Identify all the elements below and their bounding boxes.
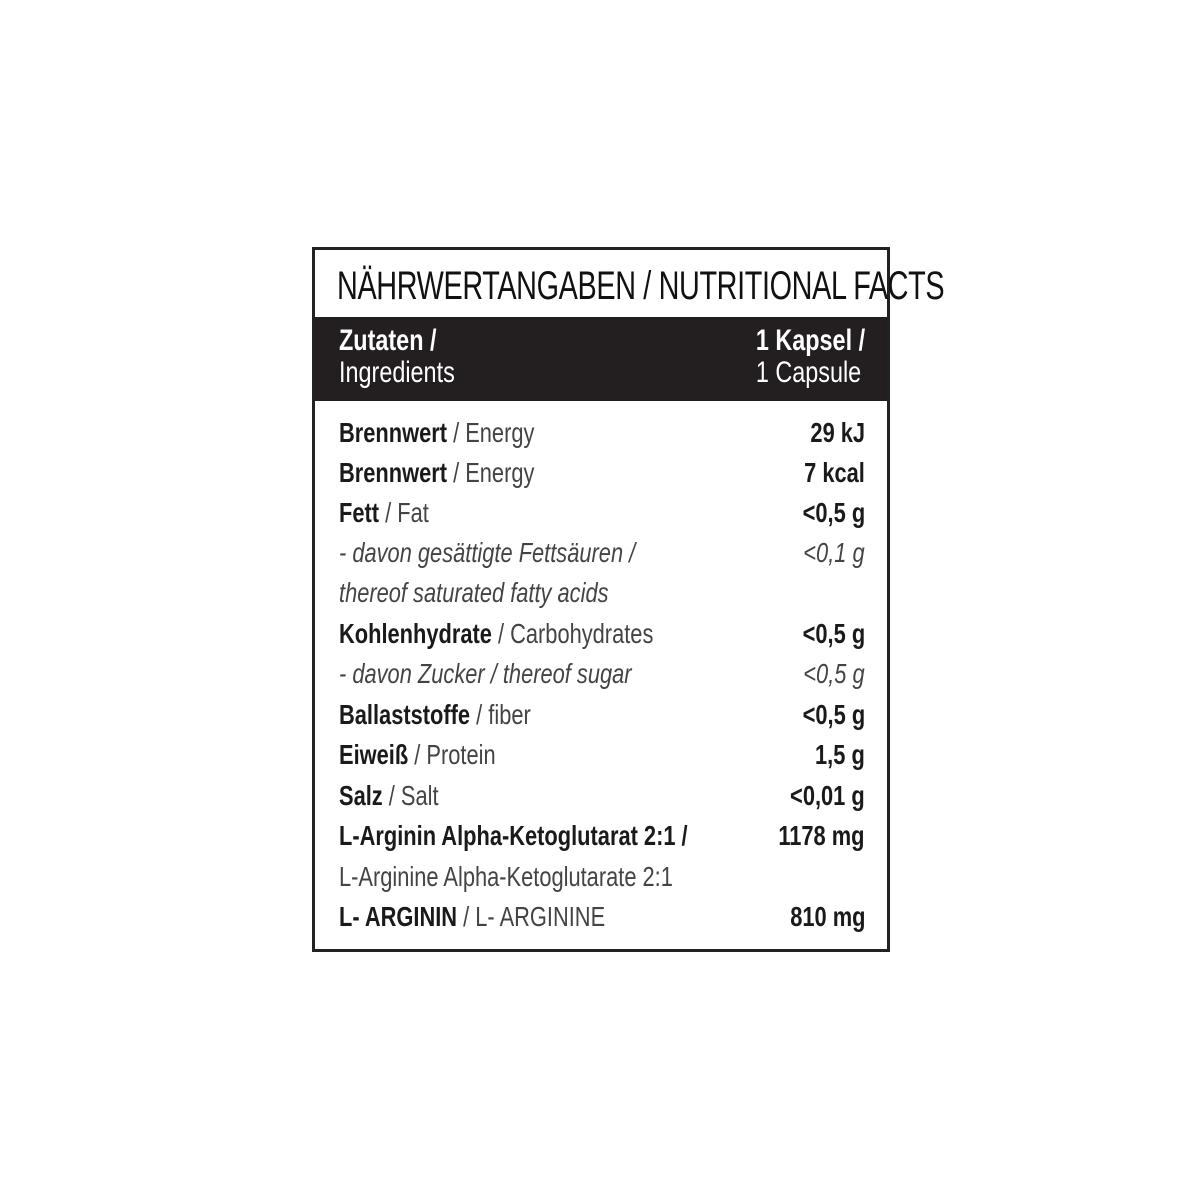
table-title: NÄHRWERTANGABEN / NUTRITIONAL FACTS (337, 264, 945, 308)
table-row: Brennwert / Energy 7 kcal (315, 453, 887, 493)
row-label-de: Salz (339, 780, 383, 811)
row-value: <0,1 g (803, 537, 865, 568)
row-value: <0,5 g (802, 699, 865, 730)
row-value: <0,01 g (790, 780, 865, 811)
row-label: L-Arginine Alpha-Ketoglutarate 2:1 (339, 857, 673, 897)
header-ingredients-de: Zutaten / (339, 324, 437, 357)
row-label: Eiweiß / Protein (339, 735, 496, 775)
row-label-de: L-Arginin Alpha-Ketoglutarat 2:1 / (339, 820, 688, 851)
table-row: L-Arginin Alpha-Ketoglutarat 2:1 / 1178 m… (315, 816, 887, 856)
row-label-en: / Protein (408, 739, 496, 770)
row-label-en: thereof saturated fatty acids (339, 577, 609, 608)
row-label: Kohlenhydrate / Carbohydrates (339, 614, 653, 654)
row-label-en: / fiber (470, 699, 531, 730)
row-label: - davon Zucker / thereof sugar (339, 654, 632, 694)
header-serving: 1 Kapsel / 1 Capsule (756, 325, 865, 389)
table-row: Fett / Fat <0,5 g (315, 493, 887, 533)
row-label-en: / Energy (447, 417, 535, 448)
row-label-de: Brennwert (339, 417, 448, 448)
table-row: - davon Zucker / thereof sugar <0,5 g (315, 654, 887, 694)
row-label-en: - davon gesättigte Fettsäuren / (339, 537, 636, 568)
table-row: Brennwert / Energy 29 kJ (315, 413, 887, 453)
table-row: Salz / Salt <0,01 g (315, 776, 887, 816)
table-row: L- ARGININ / L- ARGININE 810 mg (315, 897, 887, 937)
row-value: 29 kJ (810, 417, 865, 448)
row-label-en: / Energy (447, 457, 535, 488)
table-row: thereof saturated fatty acids (315, 573, 887, 613)
row-value: <0,5 g (803, 658, 865, 689)
row-label: - davon gesättigte Fettsäuren / (339, 533, 635, 573)
row-label: thereof saturated fatty acids (339, 573, 609, 613)
nutrition-facts-table: NÄHRWERTANGABEN / NUTRITIONAL FACTS Zuta… (312, 247, 945, 952)
table-header: Zutaten / Ingredients 1 Kapsel / 1 Capsu… (315, 317, 887, 401)
table-row: Kohlenhydrate / Carbohydrates <0,5 g (315, 614, 887, 654)
row-label-en: / L- ARGININE (457, 901, 606, 932)
row-label-en: - davon Zucker / thereof sugar (339, 658, 632, 689)
row-value: 1178 mg (778, 820, 865, 851)
row-label: Brennwert / Energy (339, 413, 534, 453)
row-label-de: Fett (339, 497, 380, 528)
header-serving-en: 1 Capsule (755, 356, 862, 389)
row-label-en: / Fat (379, 497, 429, 528)
header-ingredients-en: Ingredients (339, 356, 455, 389)
row-value: 1,5 g (815, 739, 865, 770)
row-value: <0,5 g (802, 497, 865, 528)
row-label-de: Brennwert (339, 457, 448, 488)
row-label-en: / Carbohydrates (491, 618, 654, 649)
header-serving-de: 1 Kapsel / (755, 324, 865, 357)
table-row: L-Arginine Alpha-Ketoglutarate 2:1 (315, 857, 887, 897)
row-label: Fett / Fat (339, 493, 429, 533)
header-ingredients: Zutaten / Ingredients (339, 325, 455, 389)
row-value: 7 kcal (804, 457, 865, 488)
row-label: Brennwert / Energy (339, 453, 534, 493)
row-value: <0,5 g (802, 618, 865, 649)
row-value: 810 mg (789, 901, 865, 932)
table-row: Eiweiß / Protein 1,5 g (315, 735, 887, 775)
row-label-en: / Salt (382, 780, 439, 811)
row-label: Salz / Salt (339, 776, 439, 816)
table-row: Ballaststoffe / fiber <0,5 g (315, 695, 887, 735)
row-label: L- ARGININ / L- ARGININE (339, 897, 605, 937)
row-label-de: L- ARGININ (339, 901, 458, 932)
table-row: - davon gesättigte Fettsäuren / <0,1 g (315, 533, 887, 573)
row-label: Ballaststoffe / fiber (339, 695, 531, 735)
row-label-de: Ballaststoffe (339, 699, 471, 730)
row-label: L-Arginin Alpha-Ketoglutarat 2:1 / (339, 816, 688, 856)
row-label-de: Eiweiß (339, 739, 409, 770)
row-label-en: L-Arginine Alpha-Ketoglutarate 2:1 (339, 861, 673, 892)
row-label-de: Kohlenhydrate (339, 618, 492, 649)
